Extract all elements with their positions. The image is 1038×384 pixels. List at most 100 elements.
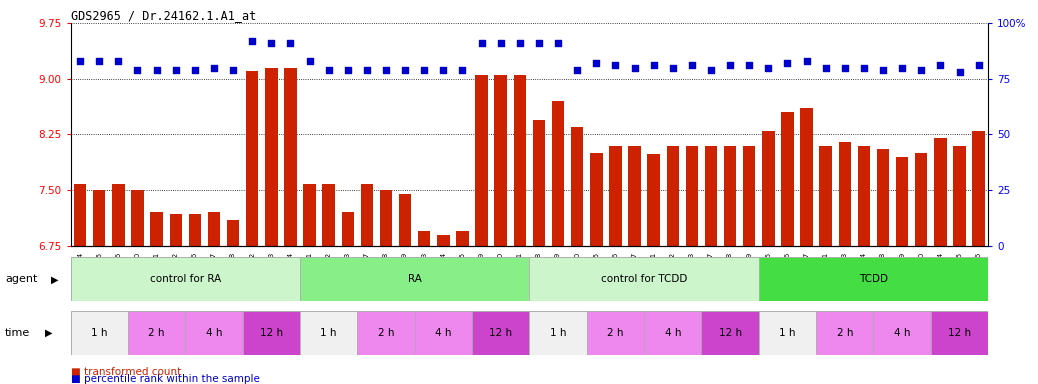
Point [455, 67, 471, 73]
Point [894, 65, 910, 71]
Text: agent: agent [5, 274, 37, 285]
Point [72, 58, 88, 64]
Bar [514, 75, 526, 246]
Bar [300, 257, 529, 301]
Bar [169, 214, 182, 246]
Bar [357, 311, 414, 355]
Text: control for RA: control for RA [149, 274, 221, 285]
Text: 1 h: 1 h [321, 328, 337, 338]
Point [282, 40, 299, 46]
Point [875, 67, 892, 73]
Text: 12 h: 12 h [489, 328, 513, 338]
Text: 1 h: 1 h [780, 328, 796, 338]
Bar [916, 153, 928, 246]
Point [971, 62, 987, 68]
Bar [208, 212, 220, 246]
Point [225, 67, 242, 73]
Bar [380, 190, 392, 246]
Text: 12 h: 12 h [948, 328, 972, 338]
Point [187, 67, 203, 73]
Bar [816, 311, 873, 355]
Bar [873, 311, 931, 355]
Bar [934, 138, 947, 246]
Point [148, 67, 165, 73]
Bar [303, 184, 316, 246]
Bar [342, 212, 354, 246]
Bar [877, 149, 890, 246]
Text: RA: RA [408, 274, 421, 285]
Bar [586, 311, 644, 355]
Bar [475, 75, 488, 246]
Point [416, 67, 433, 73]
Point [110, 58, 127, 64]
Point [301, 58, 318, 64]
Text: 4 h: 4 h [664, 328, 681, 338]
Bar [246, 71, 258, 246]
Point [569, 67, 585, 73]
Bar [529, 311, 586, 355]
Text: 1 h: 1 h [91, 328, 108, 338]
Bar [800, 108, 813, 246]
Point [473, 40, 490, 46]
Bar [74, 184, 86, 246]
Bar [705, 146, 717, 246]
Bar [131, 190, 143, 246]
Point [588, 60, 604, 66]
Bar [112, 184, 125, 246]
Bar [648, 154, 660, 246]
Point [397, 67, 413, 73]
Bar [839, 142, 851, 246]
Text: 12 h: 12 h [718, 328, 742, 338]
Bar [437, 235, 449, 246]
Bar [71, 257, 300, 301]
Point [780, 60, 796, 66]
Bar [457, 231, 469, 246]
Bar [953, 146, 965, 246]
Bar [472, 311, 529, 355]
Text: 12 h: 12 h [260, 328, 283, 338]
Point [855, 65, 872, 71]
Bar [743, 146, 756, 246]
Text: GDS2965 / Dr.24162.1.A1_at: GDS2965 / Dr.24162.1.A1_at [71, 9, 255, 22]
Point [951, 69, 967, 75]
Bar [759, 311, 816, 355]
Bar [759, 257, 988, 301]
Bar [782, 112, 794, 246]
Point [837, 65, 853, 71]
Bar [896, 157, 908, 246]
Bar [151, 212, 163, 246]
Bar [300, 311, 357, 355]
Text: ■ transformed count: ■ transformed count [71, 367, 181, 377]
Point [378, 67, 394, 73]
Bar [571, 127, 583, 246]
Bar [552, 101, 565, 246]
Point [263, 40, 279, 46]
Bar [666, 146, 679, 246]
Bar [418, 231, 431, 246]
Bar [702, 311, 759, 355]
Point [550, 40, 567, 46]
Bar [628, 146, 640, 246]
Point [321, 67, 337, 73]
Bar [590, 153, 602, 246]
Point [358, 67, 375, 73]
Point [206, 65, 222, 71]
Bar [71, 311, 128, 355]
Bar [128, 311, 185, 355]
Text: 4 h: 4 h [894, 328, 910, 338]
Point [721, 62, 738, 68]
Text: 2 h: 2 h [378, 328, 394, 338]
Point [530, 40, 547, 46]
Point [703, 67, 719, 73]
Point [817, 65, 834, 71]
Point [646, 62, 662, 68]
Bar [819, 146, 831, 246]
Point [339, 67, 356, 73]
Text: 2 h: 2 h [607, 328, 624, 338]
Bar [532, 119, 545, 246]
Bar [227, 220, 240, 246]
Bar [360, 184, 373, 246]
Point [932, 62, 949, 68]
Point [741, 62, 758, 68]
Text: 2 h: 2 h [148, 328, 165, 338]
